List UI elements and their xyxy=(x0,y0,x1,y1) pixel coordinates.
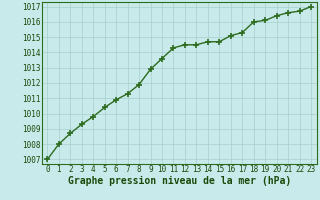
X-axis label: Graphe pression niveau de la mer (hPa): Graphe pression niveau de la mer (hPa) xyxy=(68,176,291,186)
